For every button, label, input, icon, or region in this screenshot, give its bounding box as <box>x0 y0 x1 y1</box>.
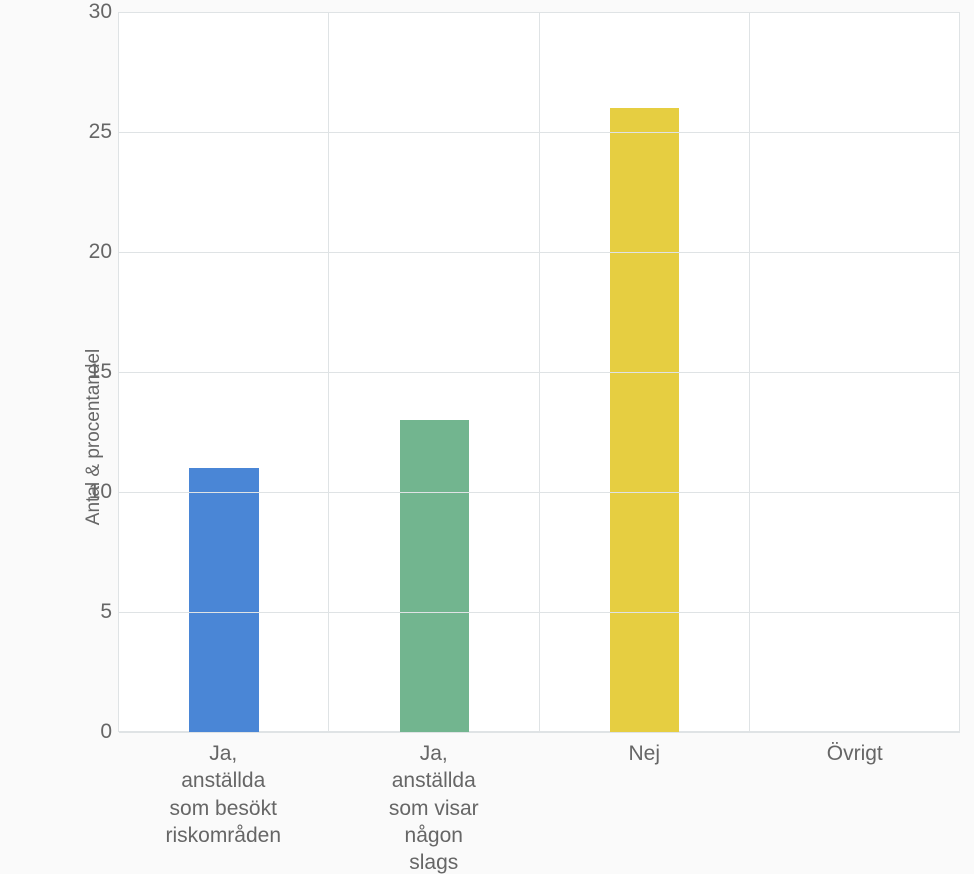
x-label-slot: Ja, anställdasom visarnågon slagssymptom <box>329 732 540 874</box>
bar <box>400 420 469 732</box>
gridline <box>119 372 960 373</box>
x-tick-label: Nej <box>628 740 660 767</box>
y-tick-labels: 051015202530 <box>0 12 118 732</box>
y-tick-label: 5 <box>72 600 112 624</box>
gridline <box>119 132 960 133</box>
bar <box>189 468 258 732</box>
gridline <box>119 492 960 493</box>
x-tick-labels: Ja, anställdasom besöktriskområden Ja, an… <box>118 732 960 874</box>
x-tick-label: Ja, anställdasom besöktriskområden <box>165 740 281 849</box>
bar <box>610 108 679 732</box>
gridline <box>119 12 960 13</box>
gridline <box>119 612 960 613</box>
y-tick-label: 0 <box>72 720 112 744</box>
y-tick-label: 20 <box>72 240 112 264</box>
x-label-slot: Ja, anställdasom besöktriskområden <box>118 732 329 874</box>
y-tick-label: 25 <box>72 120 112 144</box>
y-tick-label: 10 <box>72 480 112 504</box>
plot-area <box>118 12 960 732</box>
y-tick-label: 15 <box>72 360 112 384</box>
bar-chart: Antal & procentandel 051015202530 Ja, an… <box>0 0 974 874</box>
x-label-slot: Nej <box>539 732 750 874</box>
gridline <box>119 252 960 253</box>
x-label-slot: Övrigt <box>750 732 961 874</box>
y-tick-label: 30 <box>72 0 112 24</box>
x-tick-label: Övrigt <box>827 740 883 767</box>
x-tick-label: Ja, anställdasom visarnågon slagssymptom <box>381 740 486 874</box>
